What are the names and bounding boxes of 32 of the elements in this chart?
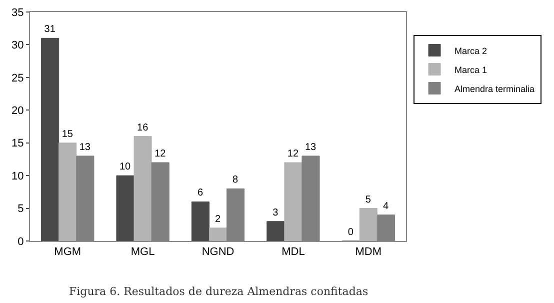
y-tick-label: 25: [12, 72, 24, 84]
data-label: 6: [197, 188, 204, 199]
data-label: 10: [119, 162, 132, 173]
data-label: 31: [44, 24, 56, 36]
text: Figura 6. Resultados de dureza Almendras confitadas: [69, 285, 368, 298]
y-tick-label: 20: [12, 104, 24, 117]
y-tick-label: 15: [12, 138, 24, 150]
y-tick-label: 5: [18, 203, 24, 216]
x-tick-label: MGL: [130, 246, 155, 258]
data-label: 4: [382, 200, 389, 212]
x-tick-label: MDM: [355, 246, 382, 258]
legend-label: Marca 2: [454, 46, 488, 56]
y-tick-label: 10: [12, 170, 24, 182]
data-label: 12: [287, 148, 299, 160]
x-tick-label: MGM: [54, 246, 82, 258]
data-label: 2: [215, 214, 221, 225]
legend-label: Almendra terminalia: [454, 84, 535, 94]
legend-label: Marca 1: [454, 64, 488, 75]
y-tick-label: 30: [12, 40, 24, 52]
x-tick-label: NGND: [202, 246, 234, 258]
y-tick-label: 35: [12, 6, 24, 19]
data-label: 15: [62, 128, 74, 140]
data-label: 0: [348, 227, 354, 238]
data-label: 13: [79, 142, 91, 153]
data-label: 3: [272, 207, 279, 218]
data-label: 8: [232, 174, 239, 186]
y-tick-label: 0: [18, 236, 24, 248]
data-label: 5: [365, 194, 372, 206]
x-tick-label: MDL: [282, 246, 305, 258]
data-label: 12: [154, 148, 166, 160]
data-label: 16: [137, 122, 149, 134]
data-label: 13: [304, 142, 317, 153]
